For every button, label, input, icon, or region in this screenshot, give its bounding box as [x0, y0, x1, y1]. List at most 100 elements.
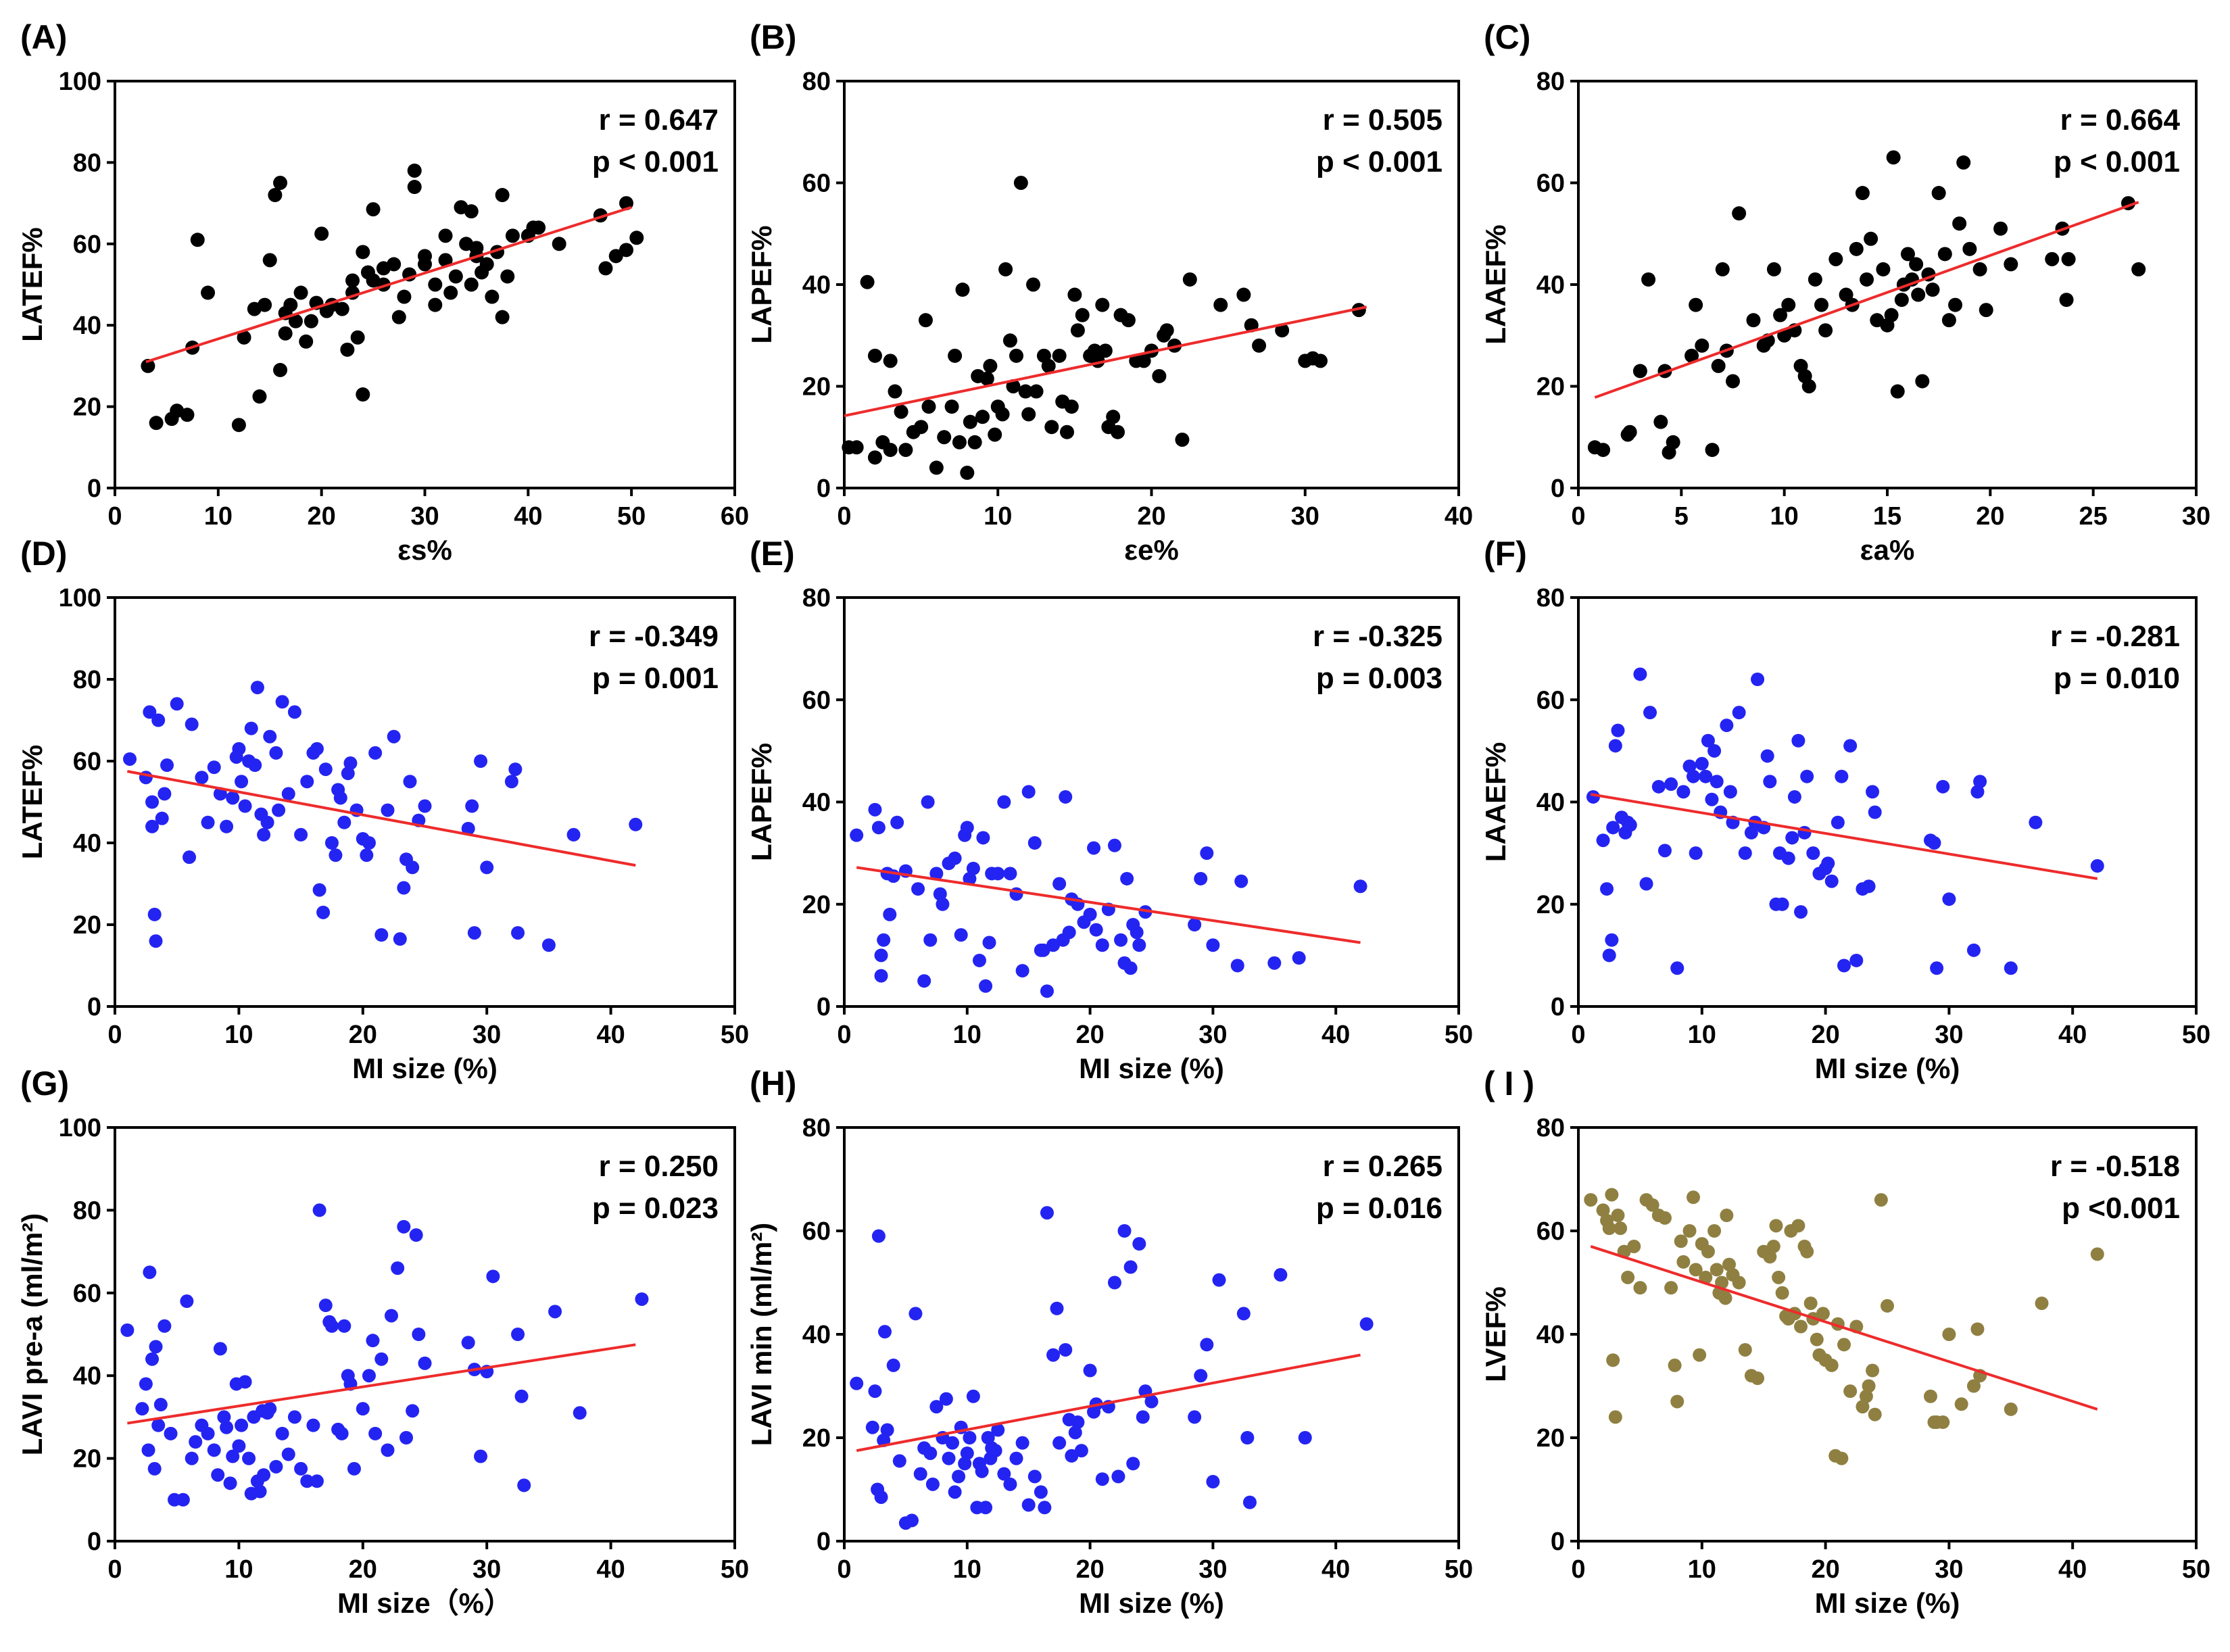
data-point [269, 746, 283, 760]
x-axis-title: MI size (%) [1815, 1587, 1960, 1619]
data-point [937, 430, 952, 445]
data-point [464, 277, 479, 292]
y-tick-label: 20 [73, 911, 101, 940]
data-point [1763, 1250, 1777, 1264]
data-point [954, 928, 968, 942]
y-tick-label: 60 [802, 686, 831, 714]
data-point [143, 1265, 157, 1280]
data-point [1886, 150, 1901, 165]
data-point [260, 815, 274, 829]
data-point [1837, 958, 1851, 973]
data-point [1849, 241, 1864, 256]
data-point [164, 1426, 178, 1440]
data-point [397, 881, 411, 895]
data-point [1682, 1224, 1697, 1238]
data-point [1849, 953, 1864, 967]
p-value: p <0.001 [2062, 1192, 2180, 1225]
x-axis-title: MI size (%) [1079, 1587, 1224, 1619]
y-tick-label: 60 [73, 1280, 101, 1308]
data-point [997, 1467, 1011, 1481]
data-point [883, 354, 898, 368]
data-point [1942, 892, 1956, 906]
y-tick-label: 20 [1536, 1424, 1565, 1453]
data-point [1856, 1400, 1870, 1414]
data-point [1744, 825, 1758, 840]
y-tick-label: 40 [1536, 271, 1565, 299]
data-point [1611, 723, 1625, 737]
plot-frame [1577, 1126, 2198, 1542]
plot-frame [1577, 596, 2198, 1008]
data-point [1676, 785, 1691, 799]
data-point [1623, 818, 1637, 832]
data-point [868, 802, 882, 817]
data-point [1653, 414, 1668, 429]
data-point [250, 681, 264, 695]
data-point [1111, 1469, 1125, 1484]
y-tick-label: 0 [1551, 993, 1565, 1021]
y-tick-label: 60 [802, 170, 831, 198]
x-tick-label: 10 [953, 1021, 981, 1049]
panel-label: (H) [750, 1065, 796, 1102]
panel-c: (C) 0 5 10 15 20 25 30 0 20 40 60 80 εa% LAAEF% r = 0.6… [1480, 18, 2210, 566]
y-tick-label: 20 [802, 373, 831, 402]
data-point [1664, 1281, 1678, 1295]
data-point [362, 836, 376, 850]
data-point [1003, 867, 1017, 881]
x-tick-label: 0 [107, 1021, 122, 1049]
data-point [391, 1261, 405, 1276]
data-point [2029, 815, 2043, 829]
y-axis-title: LAPEF% [746, 225, 777, 343]
data-point [1710, 775, 1724, 789]
data-point [874, 1490, 888, 1504]
data-point [939, 1392, 953, 1406]
data-point [514, 1389, 529, 1403]
data-point [356, 1402, 370, 1416]
data-point [461, 821, 475, 835]
data-point [238, 799, 252, 813]
data-point [273, 176, 288, 190]
data-point [278, 326, 293, 341]
regression-line [856, 866, 1361, 944]
data-point [1117, 1224, 1132, 1238]
x-tick-label: 10 [224, 1021, 253, 1049]
data-point [1041, 358, 1056, 373]
data-point [340, 342, 355, 357]
data-point [147, 1461, 162, 1476]
data-point [329, 848, 343, 863]
data-point [505, 228, 520, 243]
data-point [995, 407, 1010, 422]
data-point [1732, 1276, 1746, 1290]
data-point [407, 180, 422, 195]
data-point [263, 729, 277, 744]
x-tick-label: 50 [1445, 1555, 1473, 1584]
data-point [1687, 769, 1701, 783]
data-point [1234, 874, 1249, 888]
y-tick-label: 20 [802, 891, 831, 919]
data-point [871, 1229, 886, 1243]
data-point [1095, 938, 1109, 952]
y-axis-title: LAVI pre-a (ml/m²) [16, 1213, 48, 1456]
y-tick-label: 40 [73, 312, 101, 340]
x-axis-title: εe% [1124, 534, 1179, 566]
data-point [223, 1476, 237, 1490]
data-point [1894, 293, 1909, 308]
data-point [1003, 1477, 1017, 1491]
data-point [1705, 443, 1720, 458]
data-point [1970, 785, 1985, 799]
data-point [966, 1389, 980, 1403]
data-point [1699, 1270, 1713, 1284]
data-point [1359, 1317, 1374, 1331]
data-point [387, 729, 401, 744]
data-point [1015, 964, 1029, 978]
x-tick-label: 10 [1688, 1021, 1716, 1049]
data-point [850, 828, 864, 842]
data-point [511, 926, 525, 940]
x-tick-label: 20 [1811, 1555, 1839, 1584]
data-point [508, 762, 523, 777]
data-point [921, 795, 935, 809]
data-point [1868, 805, 1882, 819]
data-point [341, 767, 355, 781]
data-point [153, 1398, 168, 1412]
data-point [300, 775, 314, 789]
data-point [253, 1484, 267, 1499]
